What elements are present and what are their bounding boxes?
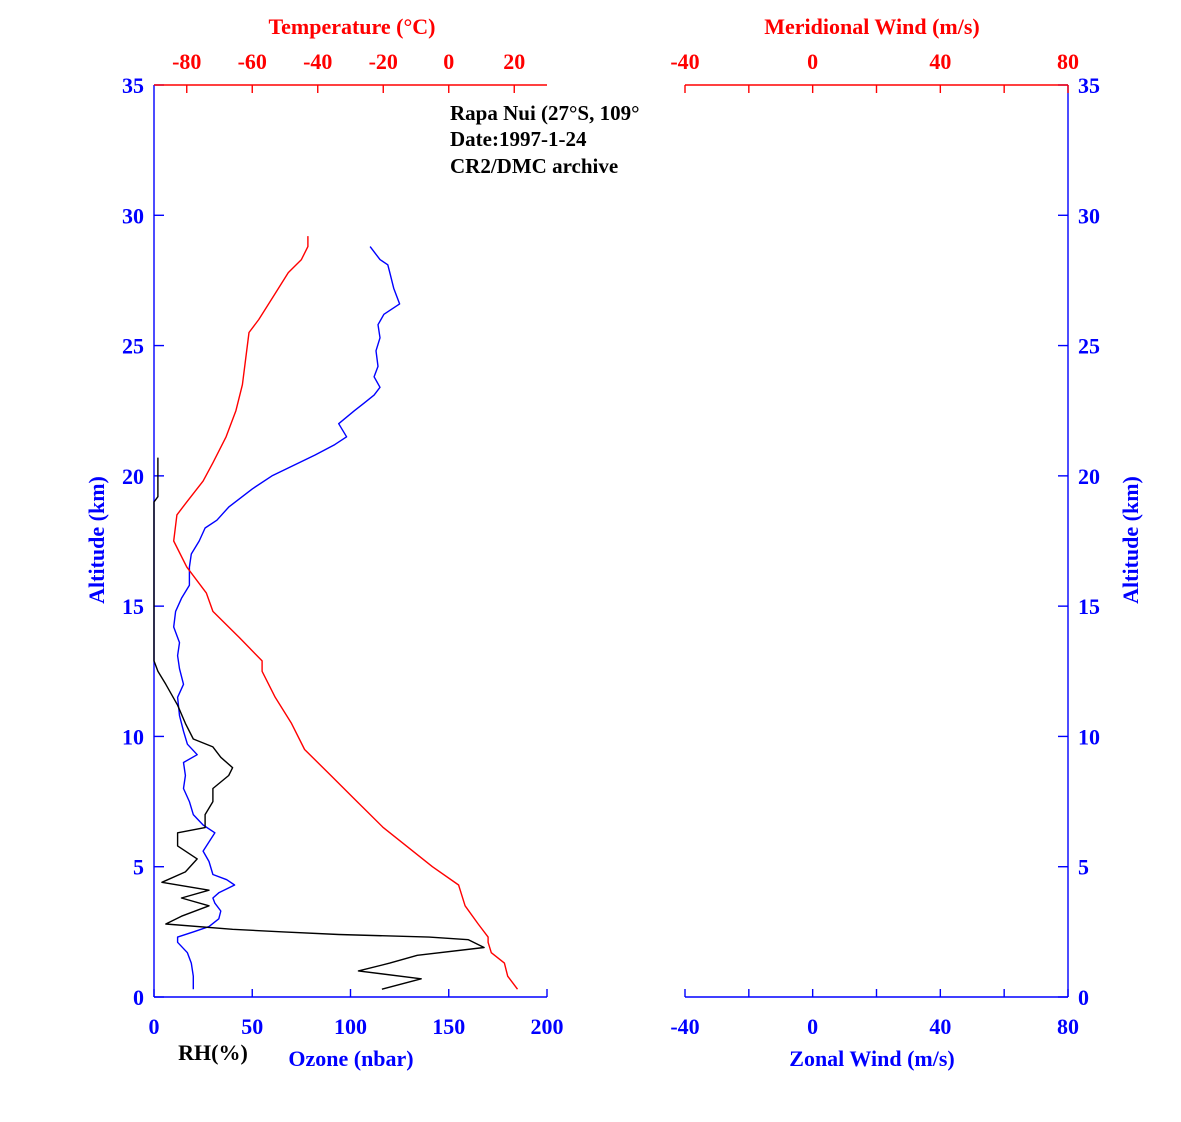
temperature-tick-label: -20 [369,49,398,74]
zonal-wind-tick-label: -40 [670,1014,699,1039]
ozone-tick-label: 0 [149,1014,160,1039]
zonal-wind-tick-label: 80 [1057,1014,1079,1039]
temperature-tick-label: 0 [443,49,454,74]
temperature-tick-label: -60 [238,49,267,74]
temperature-tick-label: -40 [303,49,332,74]
ozone-tick-label: 150 [432,1014,465,1039]
rh-profile-line [153,457,485,990]
series-layer [153,236,519,990]
station-annotation: Rapa Nui (27°S, 109° [450,101,640,125]
meridional-wind-tick-label: -40 [670,49,699,74]
right-altitude-tick-label: 15 [1078,594,1100,619]
right-altitude-tick-label: 35 [1078,73,1100,98]
zonal-wind-axis-title: Zonal Wind (m/s) [789,1046,954,1071]
temperature-tick-label: 20 [503,49,525,74]
right-altitude-tick-label: 30 [1078,203,1100,228]
left-altitude-tick-label: 20 [122,464,144,489]
right-altitude-tick-label: 20 [1078,464,1100,489]
left-altitude-tick-label: 25 [122,334,144,359]
meridional-wind-tick-label: 40 [929,49,951,74]
right-altitude-tick-label: 0 [1078,985,1089,1010]
left-altitude-tick-label: 0 [133,985,144,1010]
ozone-axis-title: Ozone (nbar) [288,1046,413,1071]
zonal-wind-tick-label: 0 [807,1014,818,1039]
left-altitude-tick-label: 30 [122,203,144,228]
left-altitude-tick-label: 5 [133,855,144,880]
ozone-tick-label: 50 [241,1014,263,1039]
left-altitude-tick-label: 15 [122,594,144,619]
right-altitude-tick-label: 5 [1078,855,1089,880]
meridional-wind-tick-label: 0 [807,49,818,74]
temperature-profile-line [173,236,519,990]
meridional-wind-tick-label: 80 [1057,49,1079,74]
date-annotation: Date:1997-1-24 [450,127,587,151]
right-altitude-tick-label: 10 [1078,724,1100,749]
right-altitude-axis-title: Altitude (km) [1118,476,1143,604]
archive-annotation: CR2/DMC archive [450,154,618,178]
zonal-wind-tick-label: 40 [929,1014,951,1039]
left-altitude-tick-label: 10 [122,724,144,749]
meridional-wind-axis-title: Meridional Wind (m/s) [764,14,980,39]
left-altitude-tick-label: 35 [122,73,144,98]
ozone-tick-label: 100 [334,1014,367,1039]
ozone-tick-label: 200 [531,1014,564,1039]
ozone-profile-line [173,246,401,990]
left-altitude-axis-title: Altitude (km) [84,476,109,604]
rh-axis-title: RH(%) [178,1040,248,1065]
right-altitude-tick-label: 25 [1078,334,1100,359]
temperature-axis-title: Temperature (°C) [268,14,435,39]
temperature-tick-label: -80 [172,49,201,74]
